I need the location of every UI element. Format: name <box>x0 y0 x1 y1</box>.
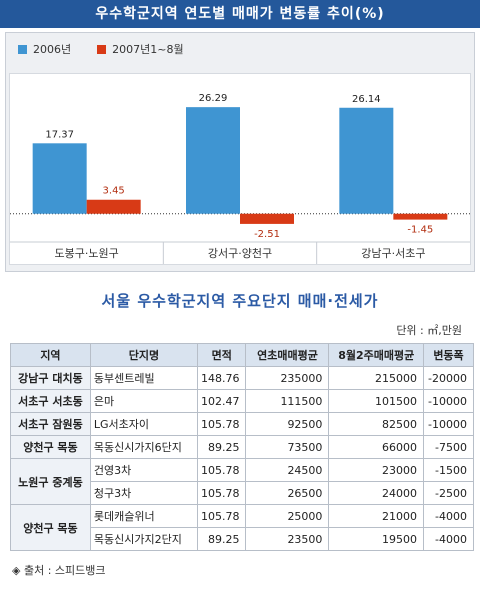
price-table: 지역 단지명 면적 연초매매평균 8월2주매매평균 변동폭 강남구 대치동 동부센… <box>10 343 474 551</box>
start-price-cell: 92500 <box>245 412 330 436</box>
bar-2007-0 <box>86 199 141 214</box>
legend-label-2006: 2006년 <box>33 43 72 56</box>
table-row: 서초구 서초동 은마 102.47 111500 101500 -10000 <box>10 389 474 413</box>
region-cell: 강남구 대치동 <box>10 366 91 390</box>
area-cell: 105.78 <box>196 504 247 528</box>
aug-price-cell: 21000 <box>328 504 424 528</box>
area-cell: 89.25 <box>196 435 247 459</box>
complex-name: 건영3차 <box>89 458 198 482</box>
table-row: 목동신시가지2단지 89.25 23500 19500 -4000 <box>11 527 474 551</box>
header-start-price: 연초매매평균 <box>245 343 330 367</box>
legend-swatch-2006 <box>18 44 27 54</box>
region-cell: 서초구 서초동 <box>10 389 91 413</box>
aug-price-cell: 19500 <box>328 527 424 551</box>
bar-2006-0 <box>32 143 87 214</box>
start-price-cell: 111500 <box>245 389 330 413</box>
table-title: 서울 우수학군지역 주요단지 매매·전세가 <box>101 292 379 310</box>
legend-item-2007: 2007년1~8월 <box>97 41 184 57</box>
legend-label-2007: 2007년1~8월 <box>112 43 184 56</box>
header-aug-price: 8월2주매매평균 <box>328 343 424 367</box>
change-cell: -1500 <box>423 458 474 482</box>
complex-name: 롯데캐슬위너 <box>89 504 198 528</box>
data-label: 17.37 <box>45 129 74 140</box>
table-row: 서초구 잠원동 LG서초자이 105.78 92500 82500 -10000 <box>10 412 474 436</box>
region-cell: 양천구 목동 <box>10 504 91 551</box>
change-cell: -4000 <box>423 504 474 528</box>
area-cell: 105.78 <box>196 481 247 505</box>
chart-title-banner: 우수학군지역 연도별 매매가 변동률 추이(%) <box>0 0 480 28</box>
change-cell: -7500 <box>423 435 474 459</box>
area-cell: 148.76 <box>196 366 247 390</box>
start-price-cell: 24500 <box>245 458 330 482</box>
header-region: 지역 <box>10 343 91 367</box>
data-label: 3.45 <box>103 186 125 197</box>
data-label: -2.51 <box>254 229 280 240</box>
complex-name: LG서초자이 <box>89 412 198 436</box>
data-label: 26.29 <box>199 93 228 104</box>
start-price-cell: 25000 <box>245 504 330 528</box>
start-price-cell: 26500 <box>245 481 330 505</box>
category-label: 강서구·양천구 <box>208 246 272 260</box>
data-label: 26.14 <box>352 94 381 105</box>
table-row: 양천구 목동 롯데캐슬위너 105.78 25000 21000 -4000 <box>10 504 474 551</box>
aug-price-cell: 215000 <box>328 366 424 390</box>
data-label: -1.45 <box>407 225 433 236</box>
bar-2006-2 <box>339 107 394 214</box>
legend-swatch-2007 <box>97 44 107 54</box>
region-cell: 서초구 잠원동 <box>10 412 91 436</box>
aug-price-cell: 66000 <box>328 435 424 459</box>
aug-price-cell: 23000 <box>328 458 424 482</box>
category-label: 강남구·서초구 <box>361 247 425 260</box>
complex-name: 동부센트레빌 <box>89 366 198 390</box>
aug-price-cell: 24000 <box>328 481 424 505</box>
start-price-cell: 23500 <box>245 527 330 551</box>
table-row: 노원구 중계동 건영3차 105.78 24500 23000 -1500 <box>10 458 474 505</box>
area-cell: 102.47 <box>196 389 247 413</box>
table-row: 강남구 대치동 동부센트레빌 148.76 235000 215000 -20000 <box>10 366 474 390</box>
bar-2007-2 <box>393 213 448 220</box>
complex-name: 목동신시가지2단지 <box>89 527 198 551</box>
chart-legend: 2006년 2007년1~8월 <box>6 33 210 65</box>
change-cell: -10000 <box>423 412 474 436</box>
area-cell: 105.78 <box>196 412 247 436</box>
plot-area: 17.37 3.45 도봉구·노원구 26.29 -2.51 강서구·양천구 26.14 -1… <box>9 73 471 265</box>
unit-label: 단위 : ㎡,만원 <box>396 324 462 337</box>
bar-chart: 17.37 3.45 도봉구·노원구 26.29 -2.51 강서구·양천구 26.14 -1… <box>10 93 470 264</box>
table-row: 양천구 목동 목동신시가지6단지 89.25 73500 66000 -7500 <box>10 435 474 459</box>
change-cell: -10000 <box>423 389 474 413</box>
bar-2007-1 <box>240 213 294 224</box>
header-area: 면적 <box>196 343 247 367</box>
complex-name: 은마 <box>89 389 198 413</box>
change-cell: -20000 <box>423 366 474 390</box>
start-price-cell: 73500 <box>245 435 330 459</box>
table-header-row: 지역 단지명 면적 연초매매평균 8월2주매매평균 변동폭 <box>10 343 474 367</box>
region-cell: 양천구 목동 <box>10 435 91 459</box>
bar-2006-1 <box>186 107 240 214</box>
start-price-cell: 235000 <box>245 366 330 390</box>
header-change: 변동폭 <box>423 343 474 367</box>
change-cell: -2500 <box>423 481 474 505</box>
legend-item-2006: 2006년 <box>18 41 71 57</box>
source-note: ◈ 출처 : 스피드뱅크 <box>12 564 106 577</box>
complex-name: 목동신시가지6단지 <box>89 435 198 459</box>
area-cell: 105.78 <box>196 458 247 482</box>
aug-price-cell: 101500 <box>328 389 424 413</box>
area-cell: 89.25 <box>196 527 247 551</box>
aug-price-cell: 82500 <box>328 412 424 436</box>
change-cell: -4000 <box>423 527 474 551</box>
table-row: 청구3차 105.78 26500 24000 -2500 <box>11 481 474 505</box>
category-label: 도봉구·노원구 <box>55 247 119 260</box>
chart-frame: 2006년 2007년1~8월 17.37 3.45 도봉구·노원구 26.29 -2.… <box>5 32 475 272</box>
complex-name: 청구3차 <box>89 481 198 505</box>
region-cell: 노원구 중계동 <box>10 458 91 505</box>
header-complex: 단지명 <box>89 343 198 367</box>
